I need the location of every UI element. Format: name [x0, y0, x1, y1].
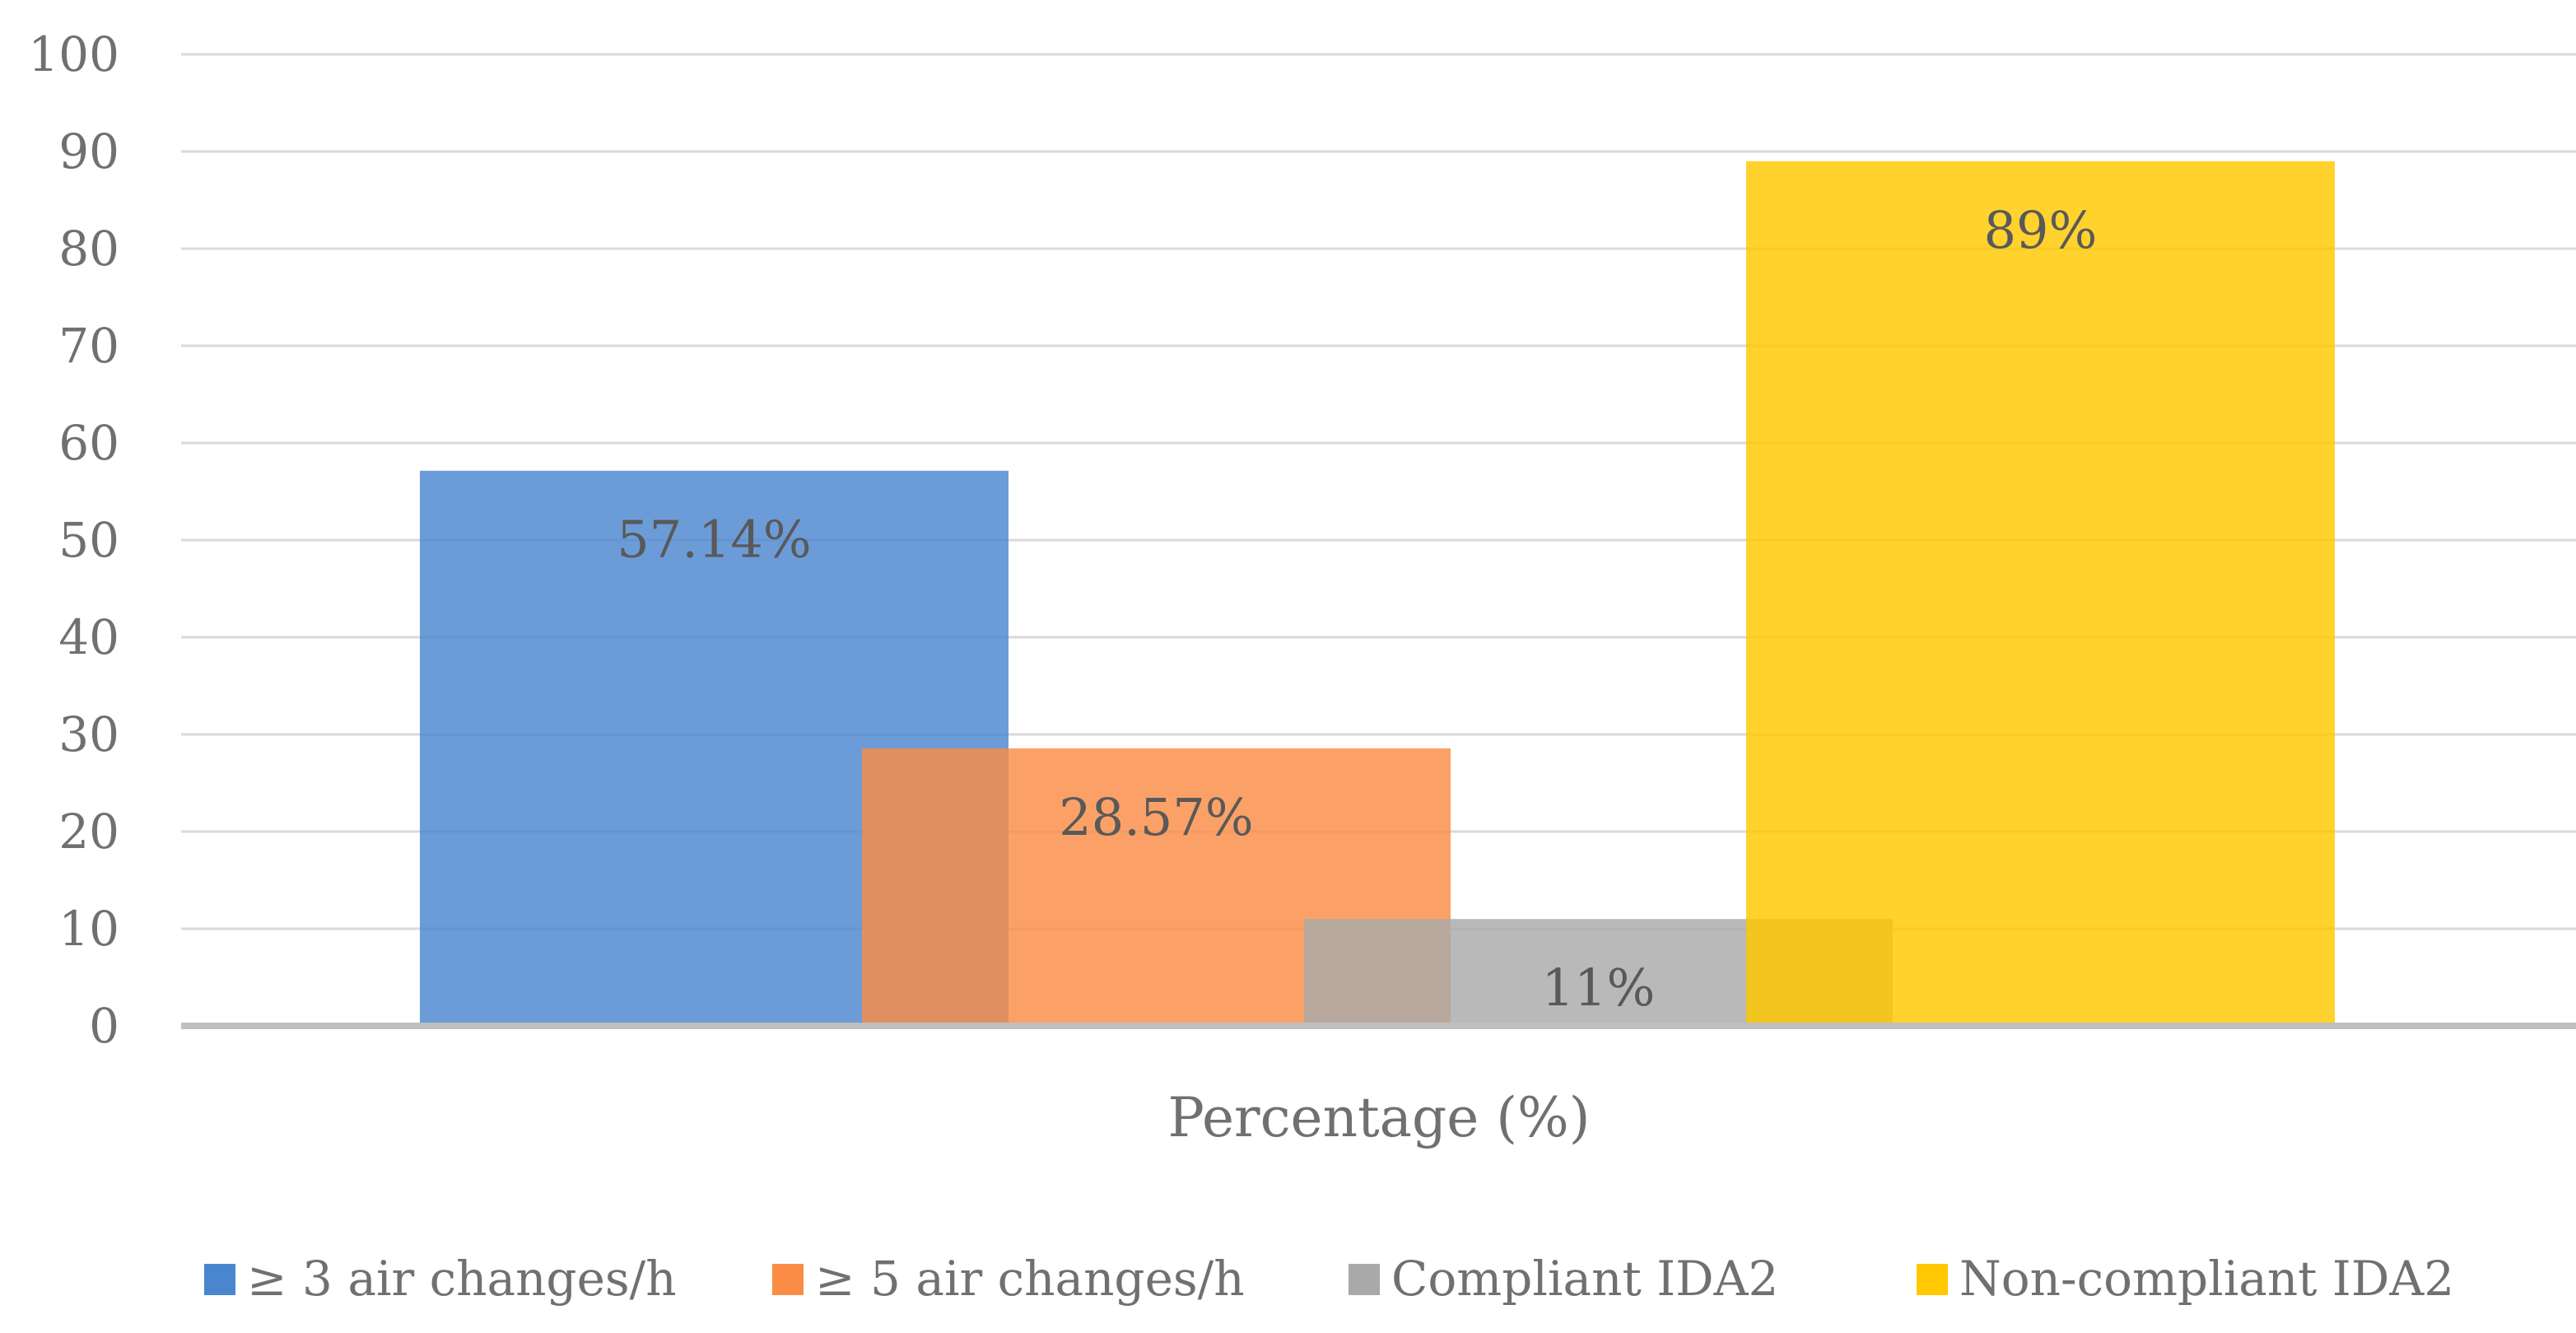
bar — [1746, 161, 2335, 1026]
data-labels: 57.14% 28.57% 11% 89% — [617, 200, 2097, 1018]
y-tick-label: 70 — [58, 318, 119, 374]
legend-swatch — [1349, 1264, 1380, 1295]
y-axis-ticks: 0 10 20 30 40 50 60 70 80 90 100 — [28, 26, 119, 1054]
y-tick-label: 30 — [58, 706, 119, 762]
y-tick-label: 80 — [58, 221, 119, 277]
y-tick-label: 40 — [58, 609, 119, 665]
bars — [420, 161, 2335, 1026]
data-label: 57.14% — [617, 510, 811, 570]
y-tick-label: 60 — [58, 415, 119, 471]
data-label: 11% — [1542, 958, 1656, 1018]
y-tick-label: 20 — [58, 804, 119, 860]
legend-swatch — [204, 1264, 235, 1295]
data-label: 89% — [1984, 200, 2098, 260]
y-tick-label: 0 — [89, 998, 119, 1054]
legend-swatch — [1917, 1264, 1948, 1295]
data-label: 28.57% — [1059, 787, 1253, 847]
legend-label: ≥ 5 air changes/h — [815, 1251, 1245, 1307]
legend-label: Non-compliant IDA2 — [1959, 1251, 2454, 1307]
legend: ≥ 3 air changes/h ≥ 5 air changes/h Compli… — [204, 1251, 2454, 1307]
y-tick-label: 100 — [28, 26, 119, 82]
legend-label: Compliant IDA2 — [1391, 1251, 1778, 1307]
y-tick-label: 10 — [58, 901, 119, 957]
legend-swatch — [772, 1264, 804, 1295]
x-axis-label: Percentage (%) — [1168, 1086, 1591, 1149]
legend-label: ≥ 3 air changes/h — [247, 1251, 677, 1307]
y-tick-label: 50 — [58, 512, 119, 568]
y-tick-label: 90 — [58, 124, 119, 179]
